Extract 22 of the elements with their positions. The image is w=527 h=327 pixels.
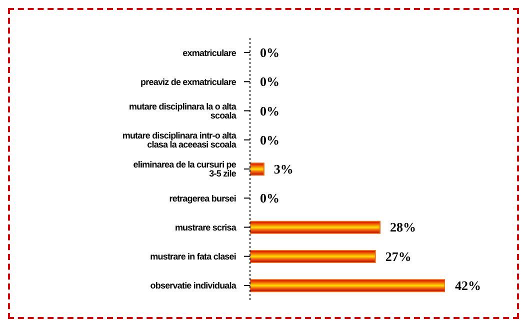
data-label: 0% [260, 74, 280, 90]
y-tick-label: mutare disciplinara intr-o alta clasa la aceeasi scoala [122, 130, 238, 150]
data-label: 28% [390, 220, 416, 235]
y-tick-label: observatie individuala [150, 280, 238, 291]
data-label: 0% [260, 45, 280, 60]
data-label: 0% [260, 132, 280, 148]
data-label: 0% [260, 103, 280, 118]
y-tick-label: mustrare scrisa [174, 222, 238, 232]
bar [250, 162, 264, 176]
data-label: 0% [260, 190, 280, 206]
y-tick-label: preaviz de exmatriculare [140, 76, 236, 87]
data-label: 3% [274, 162, 294, 176]
y-tick-label: exmatriculare [182, 48, 236, 58]
bar [250, 279, 445, 292]
y-tick-label: mutare disciplinara la o alta scoala [129, 101, 238, 120]
y-tick-label: eliminarea de la cursuri pe 3-5 zile [133, 160, 236, 179]
bar [250, 220, 380, 234]
bar [250, 250, 376, 264]
y-tick-label: retragerea bursei [169, 193, 236, 204]
data-label: 27% [385, 248, 412, 264]
data-label: 42% [455, 278, 481, 293]
y-tick-label: mustrare in fata clasei [150, 252, 236, 262]
